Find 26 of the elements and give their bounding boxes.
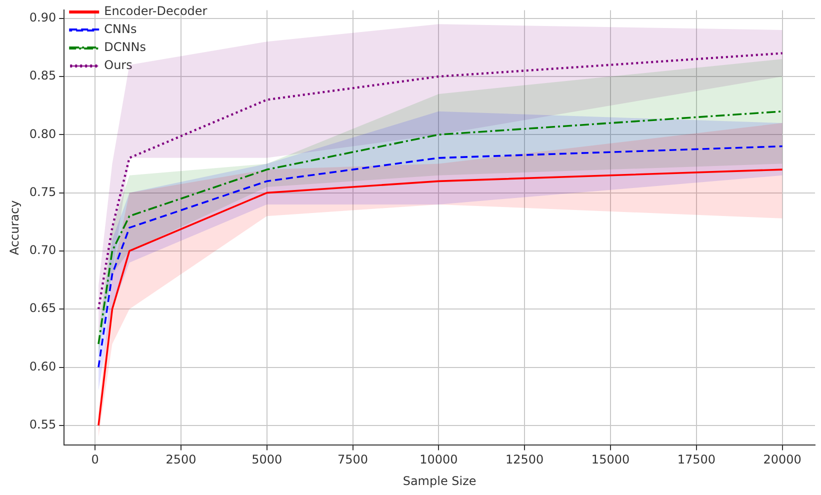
y-axis-title: Accuracy (7, 200, 22, 256)
x-axis-title: Sample Size (402, 474, 476, 488)
y-tick-label: 0.65 (29, 301, 56, 316)
y-tick-label: 0.75 (29, 184, 56, 199)
y-tick-label: 0.60 (29, 359, 56, 374)
x-tick-label: 17500 (677, 452, 716, 467)
x-tick-label: 15000 (591, 452, 630, 467)
y-tick-label: 0.80 (29, 126, 56, 141)
x-tick-label: 12500 (506, 452, 544, 467)
y-tick-label: 0.70 (29, 243, 56, 258)
x-tick-label: 2500 (166, 452, 196, 467)
x-tick-label: 10000 (420, 452, 458, 467)
x-tick-label: 0 (91, 452, 99, 467)
y-tick-label: 0.90 (29, 10, 56, 24)
x-tick-label: 5000 (252, 452, 282, 467)
legend-label: CNNs (104, 22, 137, 36)
line-series (98, 110, 784, 345)
y-tick-label: 0.55 (29, 418, 56, 432)
line-series (98, 145, 784, 368)
x-tick-label: 20000 (763, 452, 802, 467)
legend-label: Ours (104, 58, 132, 72)
x-tick-label: 7500 (338, 452, 368, 467)
line-series (97, 52, 784, 310)
legend-label: Encoder-Decoder (104, 4, 208, 18)
y-tick-label: 0.85 (29, 68, 56, 83)
legend-label: DCNNs (104, 40, 146, 54)
